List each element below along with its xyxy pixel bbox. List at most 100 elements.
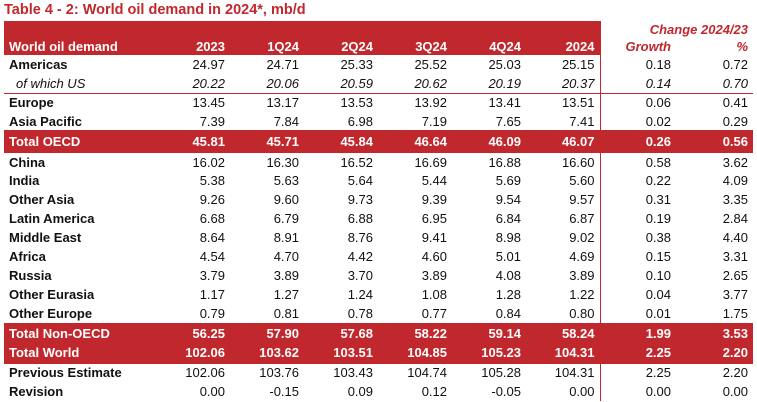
value-cell: 45.71 bbox=[230, 131, 304, 153]
pct-cell: 0.00 bbox=[722, 383, 748, 399]
value-cell: 16.02 bbox=[192, 154, 225, 170]
row-label: India bbox=[9, 173, 40, 188]
row-label: Total OECD bbox=[4, 131, 156, 153]
table-row: Africa 4.54 4.70 4.42 4.60 5.01 4.69 0.15 3.31 bbox=[4, 247, 753, 266]
growth-header: Growth bbox=[625, 39, 672, 54]
row-label: Russia bbox=[9, 268, 52, 283]
value-cell: 13.51 bbox=[526, 93, 601, 112]
growth-cell: 0.14 bbox=[600, 74, 676, 94]
growth-cell: 0.31 bbox=[645, 192, 671, 207]
value-cell: 103.51 bbox=[304, 342, 378, 364]
value-cell: 16.60 bbox=[526, 152, 601, 171]
growth-cell: 0.00 bbox=[645, 383, 671, 399]
value-cell: 9.02 bbox=[526, 228, 601, 247]
change-header: Change 2024/23 bbox=[649, 22, 748, 37]
value-cell: 1.28 bbox=[495, 287, 521, 302]
growth-cell: 0.58 bbox=[645, 154, 671, 170]
value-cell: 45.81 bbox=[156, 131, 230, 153]
value-cell: 46.64 bbox=[378, 131, 452, 153]
growth-cell: 0.04 bbox=[645, 287, 671, 302]
pct-cell: 4.09 bbox=[722, 173, 748, 188]
value-cell: 45.84 bbox=[304, 131, 378, 153]
row-label: Other Asia bbox=[9, 192, 75, 207]
value-cell: 5.69 bbox=[495, 173, 521, 188]
value-cell: 16.69 bbox=[414, 154, 447, 170]
value-cell: 104.31 bbox=[526, 342, 601, 364]
value-cell: 0.09 bbox=[347, 383, 373, 399]
growth-cell: 0.18 bbox=[645, 57, 671, 72]
value-cell: 8.64 bbox=[199, 230, 225, 245]
value-cell: 7.65 bbox=[452, 112, 526, 132]
value-cell: 25.03 bbox=[488, 57, 521, 72]
table-row: Americas 24.97 24.71 25.33 25.52 25.03 25.15 0.… bbox=[4, 55, 753, 74]
value-cell: 20.62 bbox=[378, 74, 452, 94]
table-row: Other Asia 9.26 9.60 9.73 9.39 9.54 9.57 0.31 3.… bbox=[4, 190, 753, 209]
table-row: Other Eurasia 1.17 1.27 1.24 1.08 1.28 1.22 0.0… bbox=[4, 285, 753, 304]
value-cell: 5.64 bbox=[347, 173, 373, 188]
value-cell: 0.80 bbox=[526, 304, 601, 324]
value-cell: 16.88 bbox=[488, 154, 521, 170]
pct-cell: 0.56 bbox=[676, 131, 753, 153]
growth-cell: 0.02 bbox=[600, 112, 676, 132]
growth-cell: 1.99 bbox=[600, 323, 676, 343]
value-cell: 0.81 bbox=[230, 304, 304, 324]
col-2q24-header: 2Q24 bbox=[304, 38, 378, 55]
pct-cell: 2.65 bbox=[722, 268, 748, 283]
value-cell: 103.62 bbox=[230, 342, 304, 364]
value-cell: 25.52 bbox=[414, 57, 447, 72]
value-cell: 3.89 bbox=[421, 268, 447, 283]
pct-cell: 0.29 bbox=[676, 112, 753, 132]
value-cell: 102.06 bbox=[156, 342, 230, 364]
pct-cell: 3.77 bbox=[722, 287, 748, 302]
value-cell: -0.15 bbox=[269, 383, 299, 399]
value-cell: 9.26 bbox=[199, 192, 225, 207]
row-label-header: World oil demand bbox=[4, 38, 156, 55]
pct-cell: 0.41 bbox=[722, 95, 748, 111]
value-cell: 104.85 bbox=[378, 342, 452, 364]
value-cell: 8.91 bbox=[273, 230, 299, 245]
value-cell: 24.97 bbox=[192, 57, 225, 72]
table-row: Europe 13.45 13.17 13.53 13.92 13.41 13.51 0.06… bbox=[4, 93, 753, 112]
pct-cell: 2.20 bbox=[676, 342, 753, 364]
col-1q24-header: 1Q24 bbox=[230, 38, 304, 55]
value-cell: 1.22 bbox=[526, 285, 601, 304]
value-cell: 56.25 bbox=[156, 323, 230, 343]
row-label: Other Europe bbox=[4, 304, 156, 324]
pct-cell: 3.53 bbox=[676, 323, 753, 343]
table-row: Previous Estimate 102.06 103.76 103.43 104.7… bbox=[4, 362, 753, 382]
value-cell: 9.41 bbox=[421, 230, 447, 245]
growth-cell: 0.38 bbox=[645, 230, 671, 245]
value-cell: 9.60 bbox=[273, 192, 299, 207]
value-cell: 46.09 bbox=[452, 131, 526, 153]
value-cell: 59.14 bbox=[452, 323, 526, 343]
table-row: Total Non-OECD 56.25 57.90 57.68 58.22 59.14 5… bbox=[4, 323, 753, 343]
value-cell: 20.06 bbox=[230, 74, 304, 94]
col-4q24-header: 4Q24 bbox=[452, 38, 526, 55]
value-cell: 58.24 bbox=[526, 323, 601, 343]
value-cell: 7.84 bbox=[230, 112, 304, 132]
value-cell: 0.78 bbox=[304, 304, 378, 324]
value-cell: 3.89 bbox=[526, 266, 601, 285]
value-cell: 46.07 bbox=[526, 131, 601, 153]
value-cell: 102.06 bbox=[185, 365, 225, 380]
row-label: of which US bbox=[4, 74, 156, 94]
value-cell: 16.30 bbox=[266, 154, 299, 170]
value-cell: 7.39 bbox=[156, 112, 230, 132]
value-cell: 20.22 bbox=[156, 74, 230, 94]
value-cell: 5.38 bbox=[199, 173, 225, 188]
header-spacer bbox=[4, 21, 156, 38]
value-cell: 104.31 bbox=[526, 362, 601, 382]
growth-cell: 0.26 bbox=[600, 131, 676, 153]
value-cell: 3.70 bbox=[347, 268, 373, 283]
value-cell: 104.74 bbox=[407, 365, 447, 380]
pct-cell: 4.40 bbox=[722, 230, 748, 245]
value-cell: 20.59 bbox=[304, 74, 378, 94]
row-label: Total Non-OECD bbox=[4, 323, 156, 343]
value-cell: 13.17 bbox=[266, 95, 299, 111]
value-cell: 4.42 bbox=[347, 249, 373, 264]
value-cell: 16.52 bbox=[340, 154, 373, 170]
value-cell: 9.57 bbox=[526, 190, 601, 209]
pct-cell: 2.84 bbox=[722, 211, 748, 226]
row-label: Total World bbox=[4, 342, 156, 364]
value-cell: 1.27 bbox=[273, 287, 299, 302]
